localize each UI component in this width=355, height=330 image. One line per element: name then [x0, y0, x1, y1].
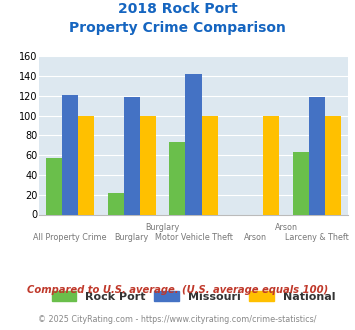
Bar [169, 142, 185, 214]
Legend: Rock Port, Missouri, National: Rock Port, Missouri, National [52, 291, 335, 302]
Bar [62, 95, 78, 214]
Bar [293, 152, 309, 214]
Bar [124, 97, 140, 214]
Text: 2018 Rock Port: 2018 Rock Port [118, 2, 237, 16]
Bar [325, 115, 341, 214]
Bar [78, 115, 94, 214]
Text: Property Crime Comparison: Property Crime Comparison [69, 21, 286, 35]
Text: Burglary: Burglary [146, 223, 180, 232]
Text: All Property Crime: All Property Crime [33, 233, 107, 242]
Text: Motor Vehicle Theft: Motor Vehicle Theft [154, 233, 233, 242]
Bar [263, 115, 279, 214]
Text: © 2025 CityRating.com - https://www.cityrating.com/crime-statistics/: © 2025 CityRating.com - https://www.city… [38, 315, 317, 324]
Bar [140, 115, 156, 214]
Bar [309, 97, 325, 214]
Text: Larceny & Theft: Larceny & Theft [285, 233, 349, 242]
Bar [185, 74, 202, 214]
Bar [202, 115, 218, 214]
Text: Arson: Arson [275, 223, 297, 232]
Text: Burglary: Burglary [115, 233, 149, 242]
Text: Arson: Arson [244, 233, 267, 242]
Bar [46, 158, 62, 214]
Text: Compared to U.S. average. (U.S. average equals 100): Compared to U.S. average. (U.S. average … [27, 285, 328, 295]
Bar [108, 193, 124, 215]
